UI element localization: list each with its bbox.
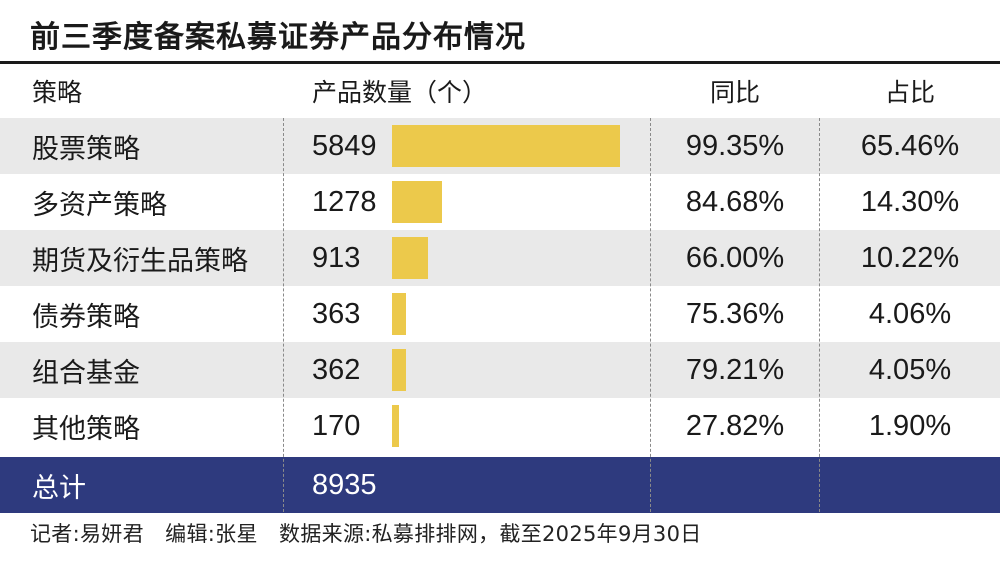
source-footer: 记者:易妍君 编辑:张星 数据来源:私募排排网，截至2025年9月30日 [30,522,702,546]
row-share: 65.46% [860,129,960,162]
table-header: 策略 产品数量（个） 同比 占比 [0,64,1000,118]
column-divider [819,118,820,512]
title-rule [0,61,1000,64]
column-divider [283,118,284,512]
header-yoy: 同比 [709,78,760,107]
row-yoy: 84.68% [685,185,785,218]
bar-2 [392,237,428,279]
header-count: 产品数量（个） [312,78,488,107]
header-share: 占比 [884,78,935,107]
table-row: 债券策略 363 75.36% 4.06% [0,286,1000,342]
table-row: 股票策略 5849 99.35% 65.46% [0,118,1000,174]
row-count: 362 [312,353,361,386]
row-share: 10.22% [860,241,960,274]
table-row: 多资产策略 1278 84.68% 14.30% [0,174,1000,230]
row-share: 1.90% [868,409,952,442]
table-row: 组合基金 362 79.21% 4.05% [0,342,1000,398]
row-strategy: 多资产策略 [32,189,167,221]
total-label: 总计 [32,472,86,504]
row-count: 170 [312,409,361,442]
row-count: 1278 [312,185,377,218]
row-count: 363 [312,297,361,330]
bar-5 [392,405,399,447]
row-strategy: 债券策略 [32,301,140,333]
row-share: 4.06% [868,297,952,330]
bar-3 [392,293,407,335]
row-count: 913 [312,241,361,274]
bar-0 [392,125,620,167]
row-yoy: 79.21% [685,353,785,386]
bar-4 [392,349,407,391]
row-share: 14.30% [860,185,960,218]
row-yoy: 66.00% [685,241,785,274]
row-yoy: 99.35% [685,129,785,162]
row-share: 4.05% [868,353,952,386]
table-row: 其他策略 170 27.82% 1.90% [0,398,1000,454]
row-yoy: 75.36% [685,297,785,330]
page-title: 前三季度备案私募证券产品分布情况 [30,20,526,55]
row-strategy: 期货及衍生品策略 [32,245,248,277]
header-strategy: 策略 [32,78,83,107]
total-count: 8935 [312,468,377,501]
bar-1 [392,181,442,223]
row-strategy: 股票策略 [32,133,140,165]
total-row: 总计 8935 [0,457,1000,513]
row-strategy: 组合基金 [32,357,140,389]
row-count: 5849 [312,129,377,162]
column-divider [650,118,651,512]
row-yoy: 27.82% [685,409,785,442]
row-strategy: 其他策略 [32,413,140,445]
table-row: 期货及衍生品策略 913 66.00% 10.22% [0,230,1000,286]
